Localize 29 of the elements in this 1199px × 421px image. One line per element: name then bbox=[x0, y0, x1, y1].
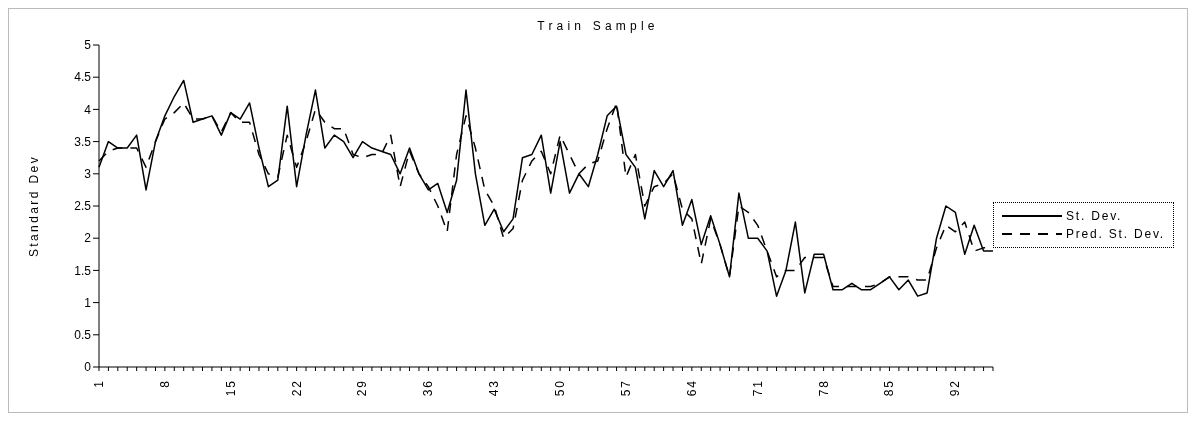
y-tick-label: 4 bbox=[84, 102, 92, 117]
y-tick-label: 1 bbox=[84, 295, 92, 310]
x-tick-label: 64 bbox=[684, 379, 699, 397]
x-tick-label: 71 bbox=[750, 379, 765, 397]
y-tick-label: 2.5 bbox=[74, 199, 92, 214]
x-tick-label: 1 bbox=[92, 379, 106, 388]
y-tick-label: 4.5 bbox=[74, 70, 92, 85]
x-tick-label: 29 bbox=[355, 379, 370, 397]
x-tick-label: 78 bbox=[816, 379, 831, 397]
x-tick-label: 92 bbox=[948, 379, 963, 397]
x-tick-label: 15 bbox=[223, 379, 238, 397]
x-tick-label: 50 bbox=[553, 379, 568, 397]
chart-title: Train Sample bbox=[536, 19, 660, 35]
x-tick-label: 36 bbox=[421, 379, 436, 397]
y-tick-label: 0.5 bbox=[74, 328, 92, 343]
x-tick-label: 57 bbox=[618, 379, 633, 397]
y-tick-label: 5 bbox=[84, 38, 92, 53]
legend-label: Pred. St. Dev. bbox=[1065, 226, 1165, 241]
x-tick-label: 22 bbox=[289, 379, 304, 397]
y-tick-label: 2 bbox=[84, 231, 92, 246]
legend-label: St. Dev. bbox=[1065, 208, 1123, 223]
x-tick-label: 85 bbox=[882, 379, 897, 397]
x-tick-label: 43 bbox=[487, 379, 502, 397]
y-tick-label: 1.5 bbox=[74, 263, 92, 278]
x-tick-label: 8 bbox=[157, 379, 172, 388]
y-axis-title: Standard Dev bbox=[27, 154, 42, 258]
y-tick-label: 3.5 bbox=[74, 134, 92, 149]
y-tick-label: 3 bbox=[84, 167, 92, 182]
y-tick-label: 0 bbox=[84, 360, 92, 375]
